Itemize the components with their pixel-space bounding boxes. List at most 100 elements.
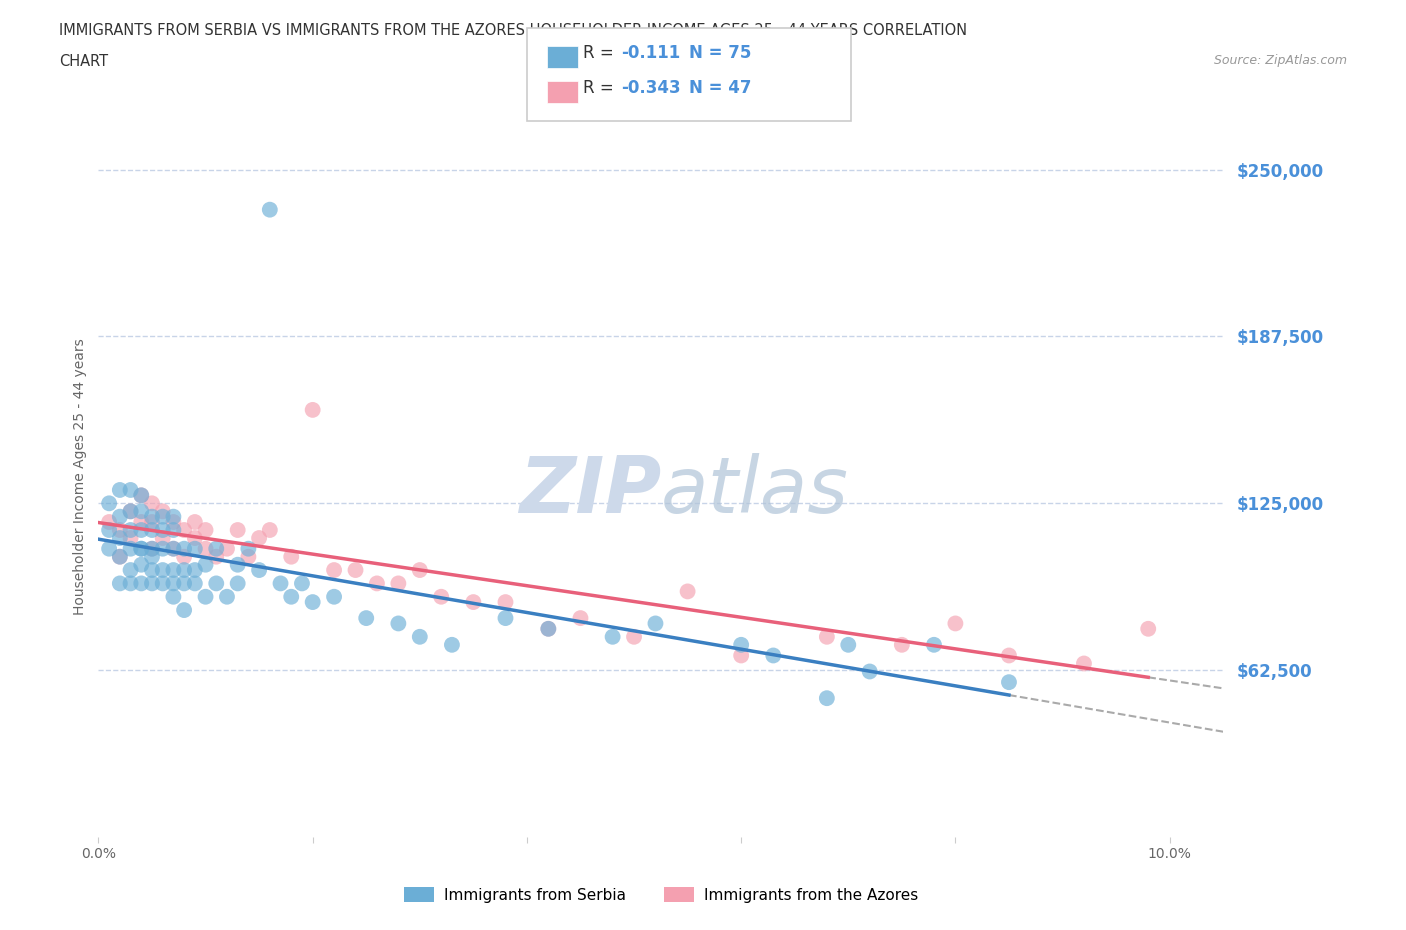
Point [247, 531, 270, 546]
Text: N = 75: N = 75 [689, 44, 751, 62]
Point [141, 514, 163, 529]
Point [152, 523, 174, 538]
Point [676, 584, 699, 599]
Point [194, 557, 217, 572]
Point [537, 621, 560, 636]
Point [409, 563, 432, 578]
Text: ZIP: ZIP [519, 453, 661, 529]
Point [120, 563, 142, 578]
Text: CHART: CHART [59, 54, 108, 69]
Point [280, 590, 302, 604]
Point [141, 510, 163, 525]
Point [366, 576, 388, 591]
Point [1073, 656, 1095, 671]
Point [173, 550, 195, 565]
Point [108, 510, 131, 525]
Point [141, 550, 163, 565]
Point [184, 563, 207, 578]
Text: R =: R = [583, 79, 620, 98]
Point [859, 664, 882, 679]
Point [184, 541, 207, 556]
Y-axis label: Householder Income Ages 25 - 44 years: Householder Income Ages 25 - 44 years [73, 339, 87, 615]
Point [344, 563, 367, 578]
Point [280, 550, 302, 565]
Point [730, 648, 752, 663]
Point [644, 616, 666, 631]
Point [120, 576, 142, 591]
Text: atlas: atlas [661, 453, 849, 529]
Point [815, 691, 838, 706]
Point [129, 541, 152, 556]
Text: Source: ZipAtlas.com: Source: ZipAtlas.com [1213, 54, 1347, 67]
Point [108, 523, 131, 538]
Point [569, 611, 592, 626]
Point [205, 541, 228, 556]
Point [259, 523, 281, 538]
Point [463, 594, 485, 609]
Point [162, 576, 184, 591]
Point [270, 576, 292, 591]
Point [162, 541, 184, 556]
Text: R =: R = [583, 44, 620, 62]
Point [194, 541, 217, 556]
Text: -0.111: -0.111 [621, 44, 681, 62]
Point [890, 637, 912, 652]
Point [194, 523, 217, 538]
Point [173, 576, 195, 591]
Point [440, 637, 463, 652]
Point [301, 403, 323, 418]
Point [226, 523, 249, 538]
Point [152, 531, 174, 546]
Point [998, 675, 1021, 690]
Point [162, 510, 184, 525]
Point [129, 576, 152, 591]
Point [173, 563, 195, 578]
Point [120, 504, 142, 519]
Point [301, 594, 323, 609]
Point [184, 514, 207, 529]
Point [226, 576, 249, 591]
Point [815, 630, 838, 644]
Point [162, 523, 184, 538]
Point [945, 616, 967, 631]
Point [409, 630, 432, 644]
Point [1137, 621, 1160, 636]
Point [108, 550, 131, 565]
Point [98, 541, 121, 556]
Point [194, 590, 217, 604]
Point [205, 576, 228, 591]
Point [173, 523, 195, 538]
Point [215, 541, 238, 556]
Point [98, 514, 121, 529]
Point [129, 523, 152, 538]
Point [141, 563, 163, 578]
Point [129, 504, 152, 519]
Point [129, 488, 152, 503]
Point [98, 496, 121, 511]
Point [730, 637, 752, 652]
Point [141, 541, 163, 556]
Point [129, 514, 152, 529]
Point [205, 550, 228, 565]
Point [173, 603, 195, 618]
Point [141, 576, 163, 591]
Point [998, 648, 1021, 663]
Point [215, 590, 238, 604]
Point [430, 590, 453, 604]
Point [922, 637, 945, 652]
Point [184, 531, 207, 546]
Point [162, 541, 184, 556]
Point [129, 541, 152, 556]
Point [387, 576, 409, 591]
Point [108, 576, 131, 591]
Point [141, 496, 163, 511]
Point [152, 510, 174, 525]
Point [129, 557, 152, 572]
Text: IMMIGRANTS FROM SERBIA VS IMMIGRANTS FROM THE AZORES HOUSEHOLDER INCOME AGES 25 : IMMIGRANTS FROM SERBIA VS IMMIGRANTS FRO… [59, 23, 967, 38]
Point [354, 611, 377, 626]
Point [120, 541, 142, 556]
Point [623, 630, 645, 644]
Point [120, 523, 142, 538]
Point [238, 541, 260, 556]
Point [184, 576, 207, 591]
